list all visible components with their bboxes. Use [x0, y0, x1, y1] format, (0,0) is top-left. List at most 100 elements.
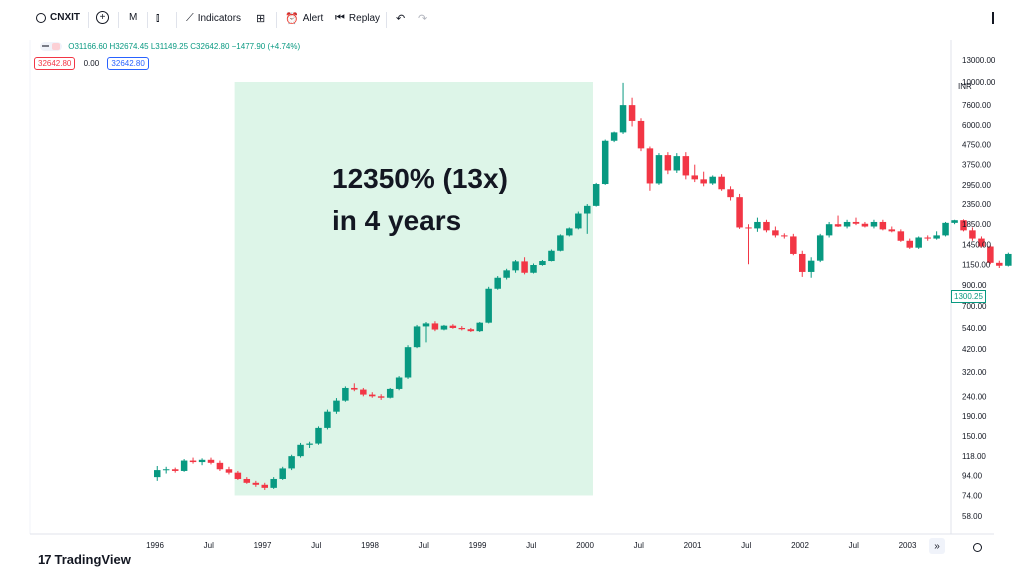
ask-price-button[interactable]: 32642.80: [107, 57, 149, 70]
chart-type-button[interactable]: ⫾: [156, 12, 160, 25]
candle: [503, 268, 510, 280]
candlestick-chart[interactable]: 13000.00 10000.00 7600.00 6000.00 4750.00 375…: [0, 40, 1024, 576]
chart-pane[interactable]: 13000.00 10000.00 7600.00 6000.00 4750.00 375…: [0, 40, 1024, 576]
candle-body: [915, 237, 922, 248]
candle-body: [745, 227, 752, 229]
currency-label[interactable]: INR: [958, 82, 972, 91]
y-tick-label: 420.00: [962, 345, 987, 354]
x-tick-label: 1997: [254, 541, 272, 550]
annotation-line-2: in 4 years: [332, 205, 462, 236]
interval-label: M: [129, 12, 138, 23]
candle-body: [781, 235, 788, 237]
candle-body: [270, 478, 277, 488]
x-tick-label: Jul: [526, 541, 536, 550]
candle: [915, 236, 922, 249]
candle-body: [557, 235, 564, 251]
candle-body: [736, 197, 743, 228]
candle: [942, 221, 949, 237]
candle-body: [548, 250, 555, 262]
candle-body: [503, 270, 510, 278]
candle: [548, 249, 555, 262]
undo-button[interactable]: ↶: [396, 12, 405, 25]
candles-icon: ⫾: [156, 12, 160, 24]
candle: [592, 182, 600, 207]
candle-body: [691, 175, 698, 180]
candle-body: [198, 459, 206, 463]
candle-body: [861, 223, 869, 227]
candle-body: [377, 396, 385, 398]
candle-body: [816, 235, 824, 261]
candle: [879, 219, 887, 231]
fullscreen-button[interactable]: [992, 12, 994, 24]
settings-button[interactable]: [973, 539, 982, 557]
undo-icon: ↶: [396, 13, 406, 25]
candle: [852, 217, 860, 226]
candle-body: [870, 221, 878, 227]
layouts-button[interactable]: ⊞: [256, 12, 265, 25]
redo-button[interactable]: ↷: [418, 12, 427, 25]
candle-body: [369, 394, 376, 397]
candle: [978, 236, 985, 248]
last-price-tag: 1300.25: [951, 290, 986, 303]
y-tick-label: 118.00: [962, 452, 986, 461]
candle: [449, 324, 457, 329]
candle-body: [342, 387, 349, 401]
candle: [772, 226, 779, 238]
candle: [951, 219, 958, 225]
candle-body: [673, 156, 681, 171]
candle-body: [807, 260, 815, 272]
candle: [297, 442, 304, 458]
x-tick-label: 2000: [576, 541, 594, 550]
candle-body: [754, 221, 761, 229]
candle: [637, 118, 645, 152]
candle: [996, 260, 1003, 269]
annotation-text: 12350% (13x) in 4 years: [332, 158, 508, 242]
candle: [718, 174, 725, 191]
candle: [745, 224, 752, 265]
candle: [440, 324, 448, 331]
compare-button[interactable]: +: [96, 11, 109, 24]
y-tick-label: 540.00: [962, 324, 987, 333]
replay-button[interactable]: ⏮ Replay: [335, 12, 380, 25]
candle: [906, 238, 913, 249]
y-tick-label: 94.00: [962, 471, 983, 480]
candle-body: [261, 484, 268, 488]
y-tick-label: 900.00: [962, 281, 987, 290]
alert-button[interactable]: ⏰ Alert: [285, 12, 323, 25]
y-tick-label: 150.00: [962, 432, 987, 441]
bid-price-button[interactable]: 32642.80: [34, 57, 76, 70]
x-tick-label: 2002: [791, 541, 809, 550]
x-tick-label: 1996: [146, 541, 164, 550]
candle-body: [404, 347, 412, 378]
legend-toggle-icon[interactable]: [40, 42, 62, 52]
candle-body: [458, 327, 466, 330]
candle: [861, 221, 869, 228]
candle-body: [852, 221, 860, 224]
candle: [539, 259, 546, 266]
candle-body: [655, 155, 663, 184]
x-tick-label: Jul: [204, 541, 214, 550]
logo-text: TradingView: [54, 552, 131, 567]
candle-body: [315, 427, 322, 444]
candle: [279, 466, 286, 480]
candle: [646, 146, 654, 191]
scroll-to-realtime-button[interactable]: »: [929, 538, 945, 554]
candle-body: [619, 105, 627, 133]
y-tick-label: 10000.00: [962, 78, 996, 87]
candle-body: [431, 323, 439, 330]
y-tick-label: 7600.00: [962, 101, 991, 110]
candle: [754, 217, 761, 232]
candle-body: [978, 238, 985, 247]
y-tick-label: 2950.00: [962, 181, 991, 190]
candle: [180, 459, 188, 472]
symbol-search-button[interactable]: CNXIT: [36, 12, 80, 23]
candle-body: [333, 400, 340, 412]
candle: [960, 219, 967, 232]
interval-button[interactable]: M: [129, 12, 137, 23]
indicators-button[interactable]: ⟋ Indicators: [186, 12, 241, 25]
candle: [682, 152, 690, 180]
ohlc-values: O31166.60 H32674.45 L31149.25 C32642.80 …: [68, 42, 301, 51]
candle-body: [449, 325, 457, 328]
candle-body: [216, 462, 224, 470]
alarm-clock-icon: ⏰: [285, 13, 299, 25]
